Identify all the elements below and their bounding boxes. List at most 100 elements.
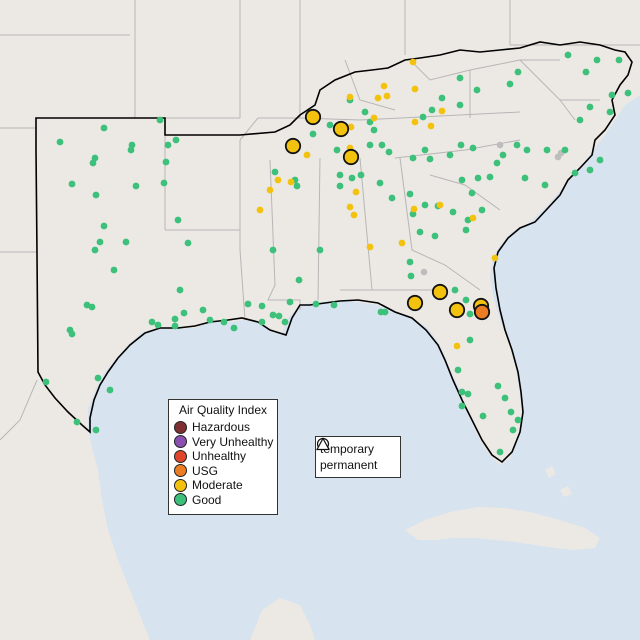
sensor-moderate xyxy=(380,82,388,90)
legend-row-moderate: Moderate xyxy=(169,478,277,493)
moderate-swatch xyxy=(174,478,187,492)
sensor-good xyxy=(68,180,76,188)
sensor-good xyxy=(73,418,81,426)
sensor-temporary-moderate xyxy=(448,301,466,319)
sensor-good xyxy=(220,318,228,326)
sensor-moderate xyxy=(409,58,417,66)
sensor-good xyxy=(100,124,108,132)
sensor-good xyxy=(596,156,604,164)
sensor-good xyxy=(206,316,214,324)
sensor-good xyxy=(615,56,623,64)
sensor-moderate xyxy=(436,201,444,209)
sensor-good xyxy=(462,226,470,234)
sensor-good xyxy=(199,306,207,314)
sensor-temporary-moderate xyxy=(406,294,424,312)
sensor-moderate xyxy=(374,94,382,102)
sensor-moderate xyxy=(427,122,435,130)
sensor-good xyxy=(160,179,168,187)
sensor-good xyxy=(333,146,341,154)
legend-label-unhealthy: Unhealthy xyxy=(192,449,247,464)
sensor-moderate xyxy=(469,214,477,222)
sensor-good xyxy=(156,116,164,124)
sensor-good xyxy=(426,155,434,163)
sensor-good xyxy=(407,272,415,280)
sensor-moderate xyxy=(383,92,391,100)
sensor-moderate xyxy=(352,188,360,196)
sensor-moderate xyxy=(256,206,264,214)
monitor-type-legend: temporary permanent xyxy=(315,436,401,478)
sensor-good xyxy=(421,201,429,209)
very-unhealthy-swatch xyxy=(174,435,187,449)
sensor-good xyxy=(406,258,414,266)
sensor-good xyxy=(309,130,317,138)
sensor-moderate xyxy=(350,211,358,219)
sensor-good xyxy=(94,374,102,382)
sensor-moderate xyxy=(346,93,354,101)
yucatan-land xyxy=(250,598,315,640)
sensor-good xyxy=(469,144,477,152)
sensor-moderate xyxy=(491,254,499,262)
legend-label-very-unhealthy: Very Unhealthy xyxy=(192,434,274,449)
sensor-moderate xyxy=(411,118,419,126)
sensor-temporary-moderate xyxy=(431,283,449,301)
sensor-good xyxy=(421,146,429,154)
sensor-good xyxy=(56,138,64,146)
aqi-legend: Air Quality Index Hazardous Very Unhealt… xyxy=(168,399,278,515)
sensor-good xyxy=(184,239,192,247)
sensor-moderate xyxy=(274,176,282,184)
sensor-good xyxy=(336,171,344,179)
sensor-good xyxy=(271,168,279,176)
legend-label-usg: USG xyxy=(192,463,219,478)
sensor-good xyxy=(431,232,439,240)
sensor-moderate xyxy=(346,203,354,211)
sensor-good xyxy=(92,191,100,199)
sensor-good xyxy=(541,181,549,189)
sensor-good xyxy=(468,189,476,197)
sensor-good xyxy=(244,300,252,308)
bahamas-land xyxy=(545,466,556,478)
sensor-good xyxy=(275,312,283,320)
sensor-good xyxy=(493,159,501,167)
sensor-good xyxy=(456,101,464,109)
legend-label-moderate: Moderate xyxy=(192,478,243,493)
sensor-good xyxy=(514,68,522,76)
sensor-good xyxy=(385,148,393,156)
sensor-good xyxy=(366,141,374,149)
legend-row-usg: USG xyxy=(169,464,277,479)
sensor-good xyxy=(474,174,482,182)
sensor-good xyxy=(464,390,472,398)
sensor-good xyxy=(582,68,590,76)
sensor-good xyxy=(473,86,481,94)
sensor-good xyxy=(458,176,466,184)
legend-row-very-unhealthy: Very Unhealthy xyxy=(169,435,277,450)
sensor-good xyxy=(330,301,338,309)
sensor-good xyxy=(148,318,156,326)
sensor-good xyxy=(106,386,114,394)
sensor-good xyxy=(370,126,378,134)
sensor-good xyxy=(416,228,424,236)
sensor-moderate xyxy=(303,151,311,159)
sensor-temporary-moderate xyxy=(342,148,360,166)
sensor-good xyxy=(499,151,507,159)
sensor-good xyxy=(293,182,301,190)
sensor-good xyxy=(171,315,179,323)
sensor-good xyxy=(89,159,97,167)
sensor-good xyxy=(180,309,188,317)
sensor-good xyxy=(348,174,356,182)
sensor-good xyxy=(507,408,515,416)
sensor-moderate xyxy=(266,186,274,194)
sensor-good xyxy=(564,51,572,59)
unhealthy-swatch xyxy=(174,449,187,463)
sensor-moderate xyxy=(438,107,446,115)
sensor-good xyxy=(451,286,459,294)
sensor-temporary-usg xyxy=(473,303,491,321)
sensor-good xyxy=(171,322,179,330)
sensor-moderate xyxy=(347,123,355,131)
sensor-good xyxy=(176,286,184,294)
sensor-good xyxy=(230,324,238,332)
triangle-icon xyxy=(316,437,330,451)
